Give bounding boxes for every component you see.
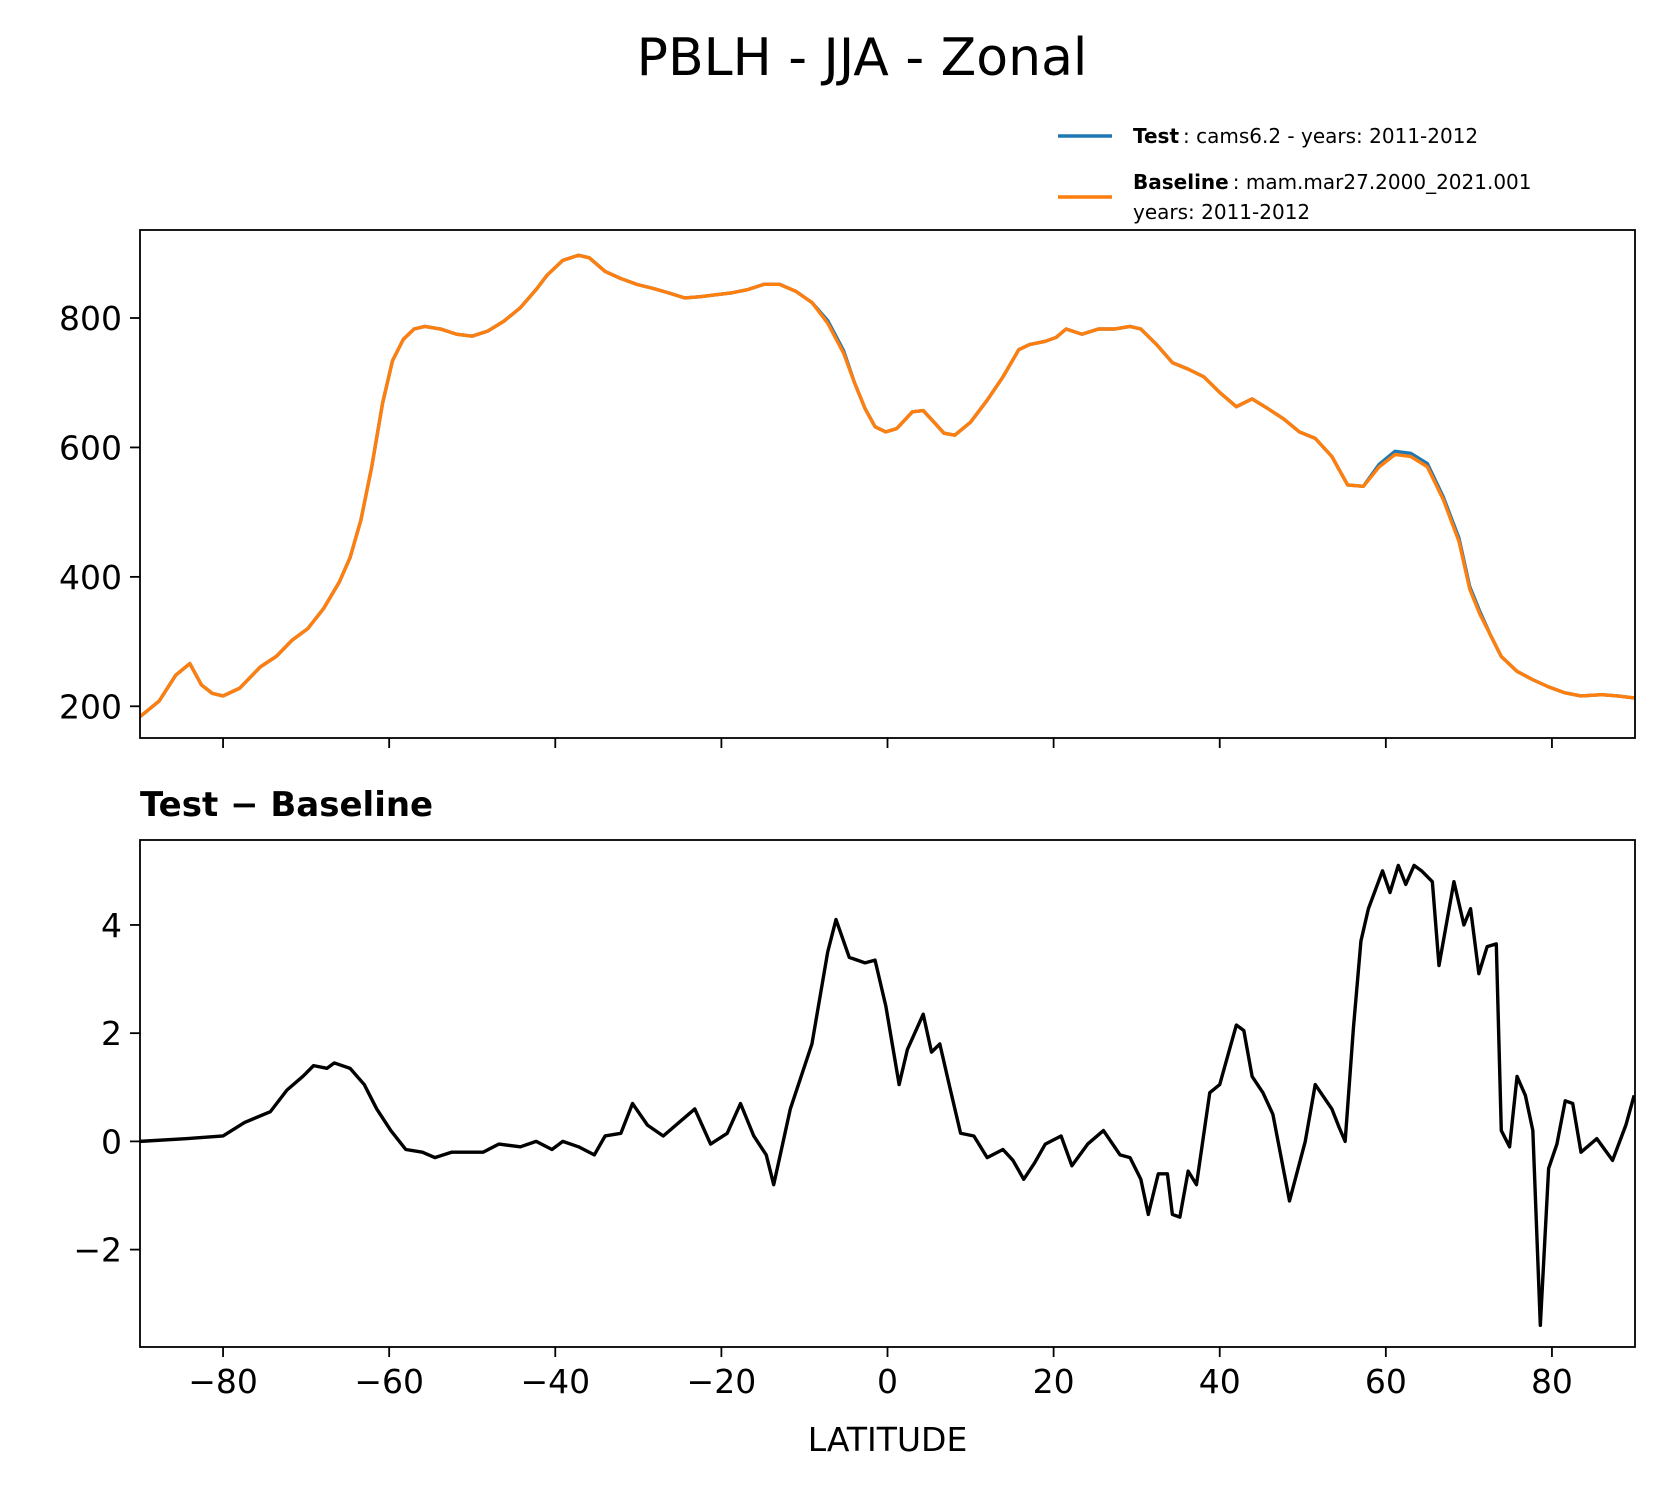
legend-name: Test [1133,124,1179,148]
y-tick-label: 800 [59,299,122,338]
y-tick-label: 600 [59,428,122,467]
axes-frame [139,229,1636,739]
x-tick-label: −60 [354,1362,424,1401]
data-line [140,253,1635,718]
legend-label: Test: cams6.2 - years: 2011-2012 [1133,124,1478,148]
figure-title: PBLH - JJA - Zonal [637,28,1088,88]
y-tick-label: 4 [101,906,122,945]
legend-description: years: 2011-2012 [1133,200,1310,224]
x-tick-label: 20 [1033,1362,1075,1401]
x-tick-label: 0 [877,1362,898,1401]
x-tick-label: −40 [520,1362,590,1401]
y-tick-label: 400 [59,558,122,597]
legend-name: Baseline [1133,170,1229,194]
y-tick-label: 2 [101,1014,122,1053]
y-tick-label: 200 [59,687,122,726]
x-tick-label: 80 [1531,1362,1573,1401]
y-tick-label: −2 [73,1231,122,1270]
legend-label: Baseline: mam.mar27.2000_2021.001 [1133,170,1532,194]
data-line [140,863,1635,1328]
x-tick-label: −20 [687,1362,757,1401]
axes-frame [139,839,1636,1348]
x-tick-label: 60 [1365,1362,1407,1401]
legend-description: : cams6.2 - years: 2011-2012 [1183,124,1478,148]
legend-description: : mam.mar27.2000_2021.001 [1233,170,1532,194]
y-tick-label: 0 [101,1122,122,1161]
x-axis-label: LATITUDE [808,1420,968,1459]
panel-title: Test − Baseline [140,785,433,825]
x-tick-label: 40 [1199,1362,1241,1401]
x-tick-label: −80 [188,1362,258,1401]
data-line [140,253,1635,718]
